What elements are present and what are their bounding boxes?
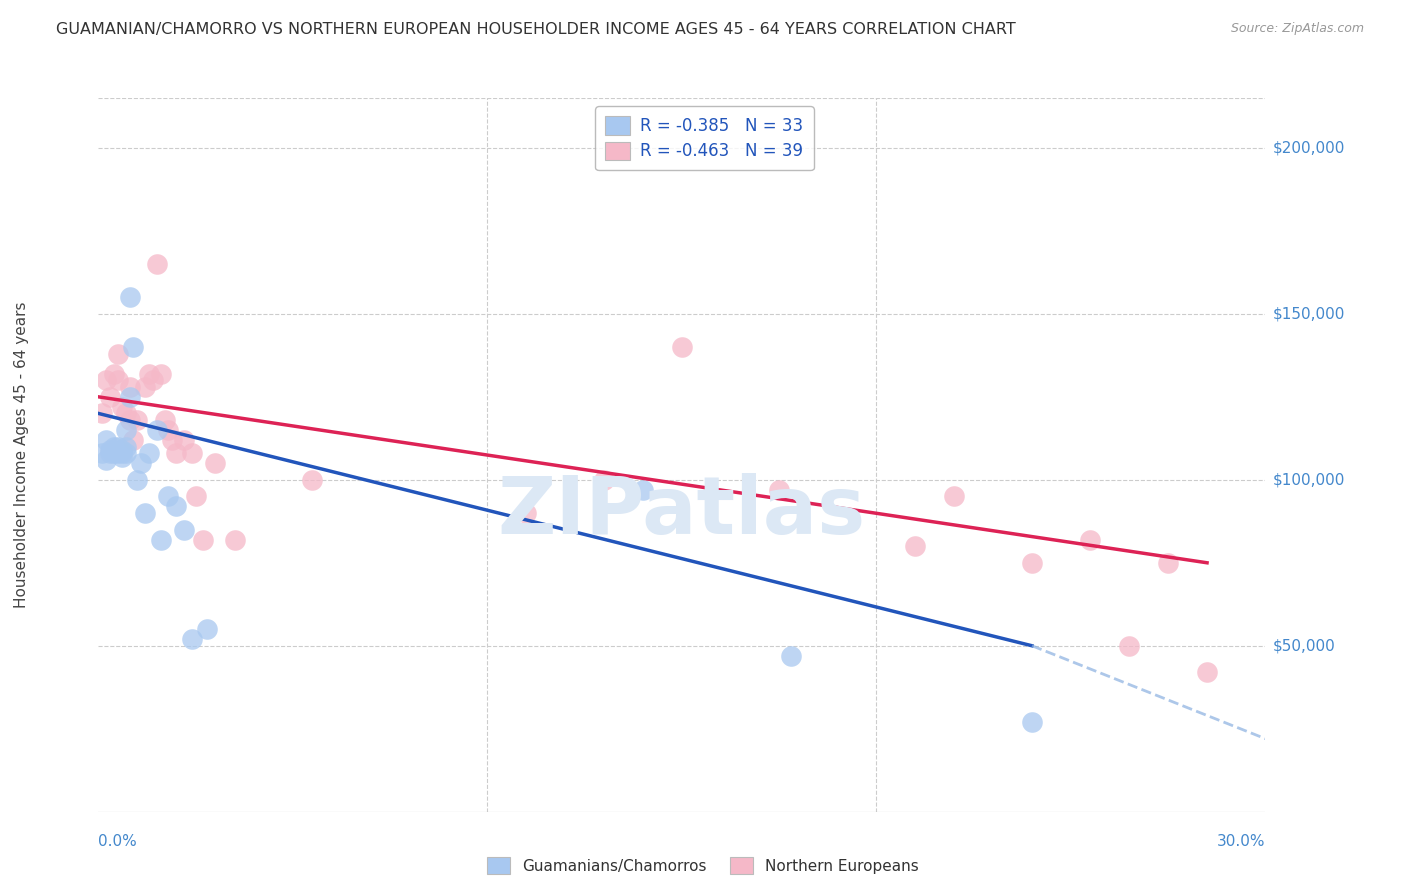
Point bbox=[111, 442, 134, 457]
Text: 30.0%: 30.0% bbox=[1218, 834, 1265, 849]
Point bbox=[107, 347, 129, 361]
Text: Householder Income Ages 45 - 64 years: Householder Income Ages 45 - 64 years bbox=[14, 301, 28, 608]
Point bbox=[1021, 715, 1043, 730]
Text: $50,000: $50,000 bbox=[1272, 639, 1336, 653]
Point bbox=[96, 453, 118, 467]
Point bbox=[904, 539, 927, 553]
Point bbox=[1157, 556, 1180, 570]
Point bbox=[107, 373, 129, 387]
Point bbox=[118, 390, 141, 404]
Point bbox=[118, 413, 141, 427]
Point bbox=[146, 257, 169, 271]
Point bbox=[515, 506, 537, 520]
Point bbox=[195, 622, 218, 636]
Point bbox=[114, 423, 136, 437]
Point bbox=[301, 473, 323, 487]
Point bbox=[111, 450, 134, 464]
Point bbox=[96, 373, 118, 387]
Point bbox=[107, 442, 129, 457]
Point bbox=[91, 406, 114, 420]
Point bbox=[96, 433, 118, 447]
Point bbox=[118, 290, 141, 304]
Point bbox=[127, 473, 149, 487]
Point bbox=[943, 490, 966, 504]
Point bbox=[111, 446, 134, 460]
Point bbox=[768, 483, 790, 497]
Point bbox=[184, 490, 207, 504]
Text: ZIPatlas: ZIPatlas bbox=[498, 473, 866, 551]
Point bbox=[224, 533, 246, 547]
Point bbox=[157, 490, 180, 504]
Point bbox=[103, 440, 125, 454]
Point bbox=[134, 506, 156, 520]
Point bbox=[118, 380, 141, 394]
Point bbox=[138, 367, 160, 381]
Point bbox=[91, 446, 114, 460]
Point bbox=[98, 390, 121, 404]
Point bbox=[107, 446, 129, 460]
Point bbox=[671, 340, 693, 354]
Point bbox=[180, 632, 202, 647]
Point bbox=[1080, 533, 1102, 547]
Point bbox=[631, 483, 654, 497]
Point bbox=[153, 413, 176, 427]
Point bbox=[107, 440, 129, 454]
Point bbox=[134, 380, 156, 394]
Point bbox=[138, 446, 160, 460]
Text: $150,000: $150,000 bbox=[1272, 306, 1344, 321]
Text: GUAMANIAN/CHAMORRO VS NORTHERN EUROPEAN HOUSEHOLDER INCOME AGES 45 - 64 YEARS CO: GUAMANIAN/CHAMORRO VS NORTHERN EUROPEAN … bbox=[56, 22, 1017, 37]
Point bbox=[193, 533, 215, 547]
Point bbox=[103, 367, 125, 381]
Point bbox=[180, 446, 202, 460]
Point bbox=[165, 500, 187, 514]
Point bbox=[204, 456, 226, 470]
Point bbox=[122, 340, 145, 354]
Point bbox=[162, 433, 184, 447]
Point bbox=[149, 367, 172, 381]
Point bbox=[142, 373, 165, 387]
Point bbox=[173, 523, 195, 537]
Point bbox=[157, 423, 180, 437]
Point bbox=[1021, 556, 1043, 570]
Point bbox=[122, 433, 145, 447]
Text: Source: ZipAtlas.com: Source: ZipAtlas.com bbox=[1230, 22, 1364, 36]
Text: 0.0%: 0.0% bbox=[98, 834, 138, 849]
Point bbox=[1118, 639, 1140, 653]
Point bbox=[114, 406, 136, 420]
Text: $100,000: $100,000 bbox=[1272, 472, 1344, 487]
Legend: Guamanians/Chamorros, Northern Europeans: Guamanians/Chamorros, Northern Europeans bbox=[481, 851, 925, 880]
Point bbox=[146, 423, 169, 437]
Point bbox=[98, 442, 121, 457]
Point bbox=[127, 413, 149, 427]
Point bbox=[1195, 665, 1218, 680]
Point bbox=[98, 446, 121, 460]
Point bbox=[114, 440, 136, 454]
Legend: R = -0.385   N = 33, R = -0.463   N = 39: R = -0.385 N = 33, R = -0.463 N = 39 bbox=[596, 106, 814, 170]
Point bbox=[129, 456, 152, 470]
Point bbox=[779, 648, 801, 663]
Point bbox=[103, 446, 125, 460]
Point bbox=[165, 446, 187, 460]
Point bbox=[593, 473, 616, 487]
Point bbox=[111, 400, 134, 414]
Point bbox=[149, 533, 172, 547]
Point bbox=[173, 433, 195, 447]
Point bbox=[114, 446, 136, 460]
Text: $200,000: $200,000 bbox=[1272, 140, 1344, 155]
